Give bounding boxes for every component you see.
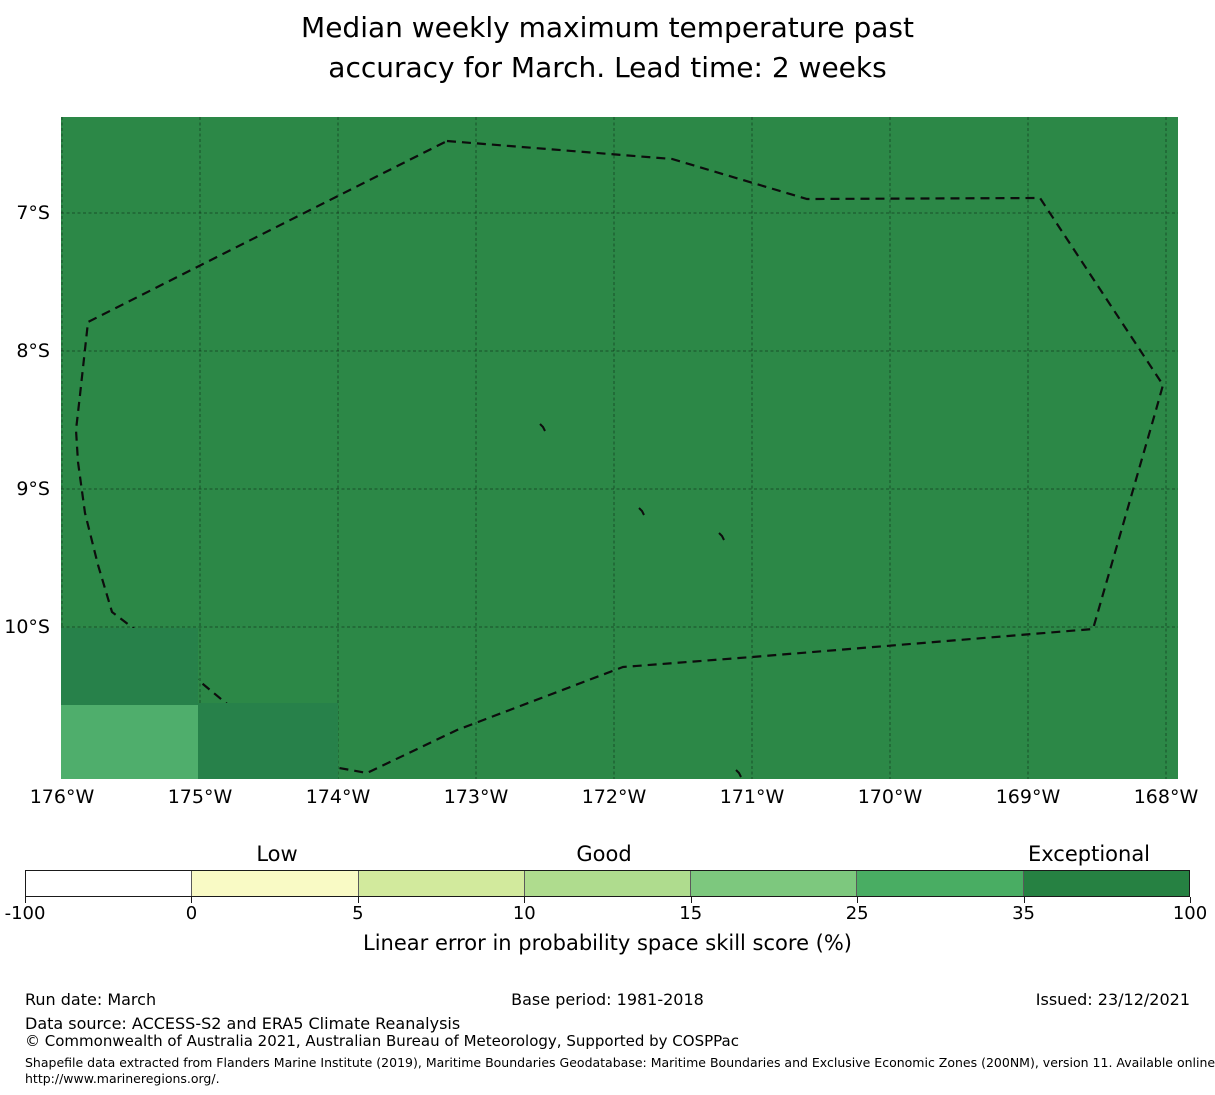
island-mark [718,532,725,541]
shapefile-attribution-line-1: Shapefile data extracted from Flanders M… [25,1055,1215,1070]
colorbar-tick-label: 35 [1012,903,1036,924]
colorbar-tick [857,897,859,903]
colorbar-tick [1023,897,1025,903]
x-tick-label: 170°W [857,786,923,808]
y-tick-label: 8°S [16,340,50,362]
run-date-text: Run date: March [25,990,157,1009]
colorbar-tick [25,897,26,903]
colorbar-tick-label: 0 [185,903,198,924]
shapefile-attribution-text: Shapefile data extracted from Flanders M… [25,1055,1215,1087]
map-canvas [61,117,1178,779]
y-tick-label: 7°S [16,202,50,224]
x-tick-label: 174°W [305,786,371,808]
figure-title-line-1: Median weekly maximum temperature past [301,11,914,44]
colorbar-tick-label: 15 [679,903,703,924]
colorbar-tick-label: 5 [352,903,364,924]
colorbar-segment [523,871,691,896]
base-period-text: Base period: 1981-2018 [511,990,704,1009]
colorbar-category-label: Low [256,842,298,866]
map-cell-shaded [198,703,338,779]
map-overlay [61,117,1178,779]
figure-title: Median weekly maximum temperature past a… [0,8,1215,88]
colorbar-category-label: Exceptional [1027,842,1151,866]
island-mark [735,769,742,778]
colorbar-tick [1190,897,1191,903]
x-tick-label: 173°W [443,786,509,808]
colorbar-segment [26,871,192,896]
colorbar-segment [191,871,358,896]
y-tick-label: 10°S [4,616,50,638]
colorbar-category-label: Good [576,842,632,866]
x-tick-label: 172°W [581,786,647,808]
colorbar-segment [1022,871,1189,896]
colorbar-tick [524,897,526,903]
issued-text: Issued: 23/12/2021 [1035,990,1190,1009]
x-tick-label: 168°W [1133,786,1199,808]
colorbar-tick-label: 10 [512,903,536,924]
x-tick-label: 176°W [29,786,95,808]
island-mark [638,507,645,516]
shapefile-attribution-line-2: http://www.marineregions.org/. [25,1071,220,1086]
island-mark [539,423,546,432]
data-source-text: Data source: ACCESS-S2 and ERA5 Climate … [25,1014,461,1033]
x-tick-label: 175°W [167,786,233,808]
colorbar-axis-label: Linear error in probability space skill … [363,931,852,955]
colorbar-tick [191,897,193,903]
map-cell-highlight [61,705,198,779]
colorbar-segment [690,871,857,896]
colorbar-tick-label: -100 [4,903,46,924]
x-tick-label: 171°W [719,786,785,808]
colorbar-tick-label: 25 [845,903,869,924]
x-tick-label: 169°W [995,786,1061,808]
colorbar-segment [357,871,524,896]
colorbar [25,870,1190,897]
figure-title-line-2: accuracy for March. Lead time: 2 weeks [328,51,887,84]
colorbar-tick [357,897,359,903]
eez-boundary [74,139,1165,775]
copyright-text: © Commonwealth of Australia 2021, Austra… [25,1032,739,1050]
y-tick-label: 9°S [16,478,50,500]
colorbar-tick [690,897,692,903]
map-cell-shaded [61,628,198,705]
colorbar-segment [856,871,1023,896]
colorbar-tick-label: 100 [1172,903,1208,924]
